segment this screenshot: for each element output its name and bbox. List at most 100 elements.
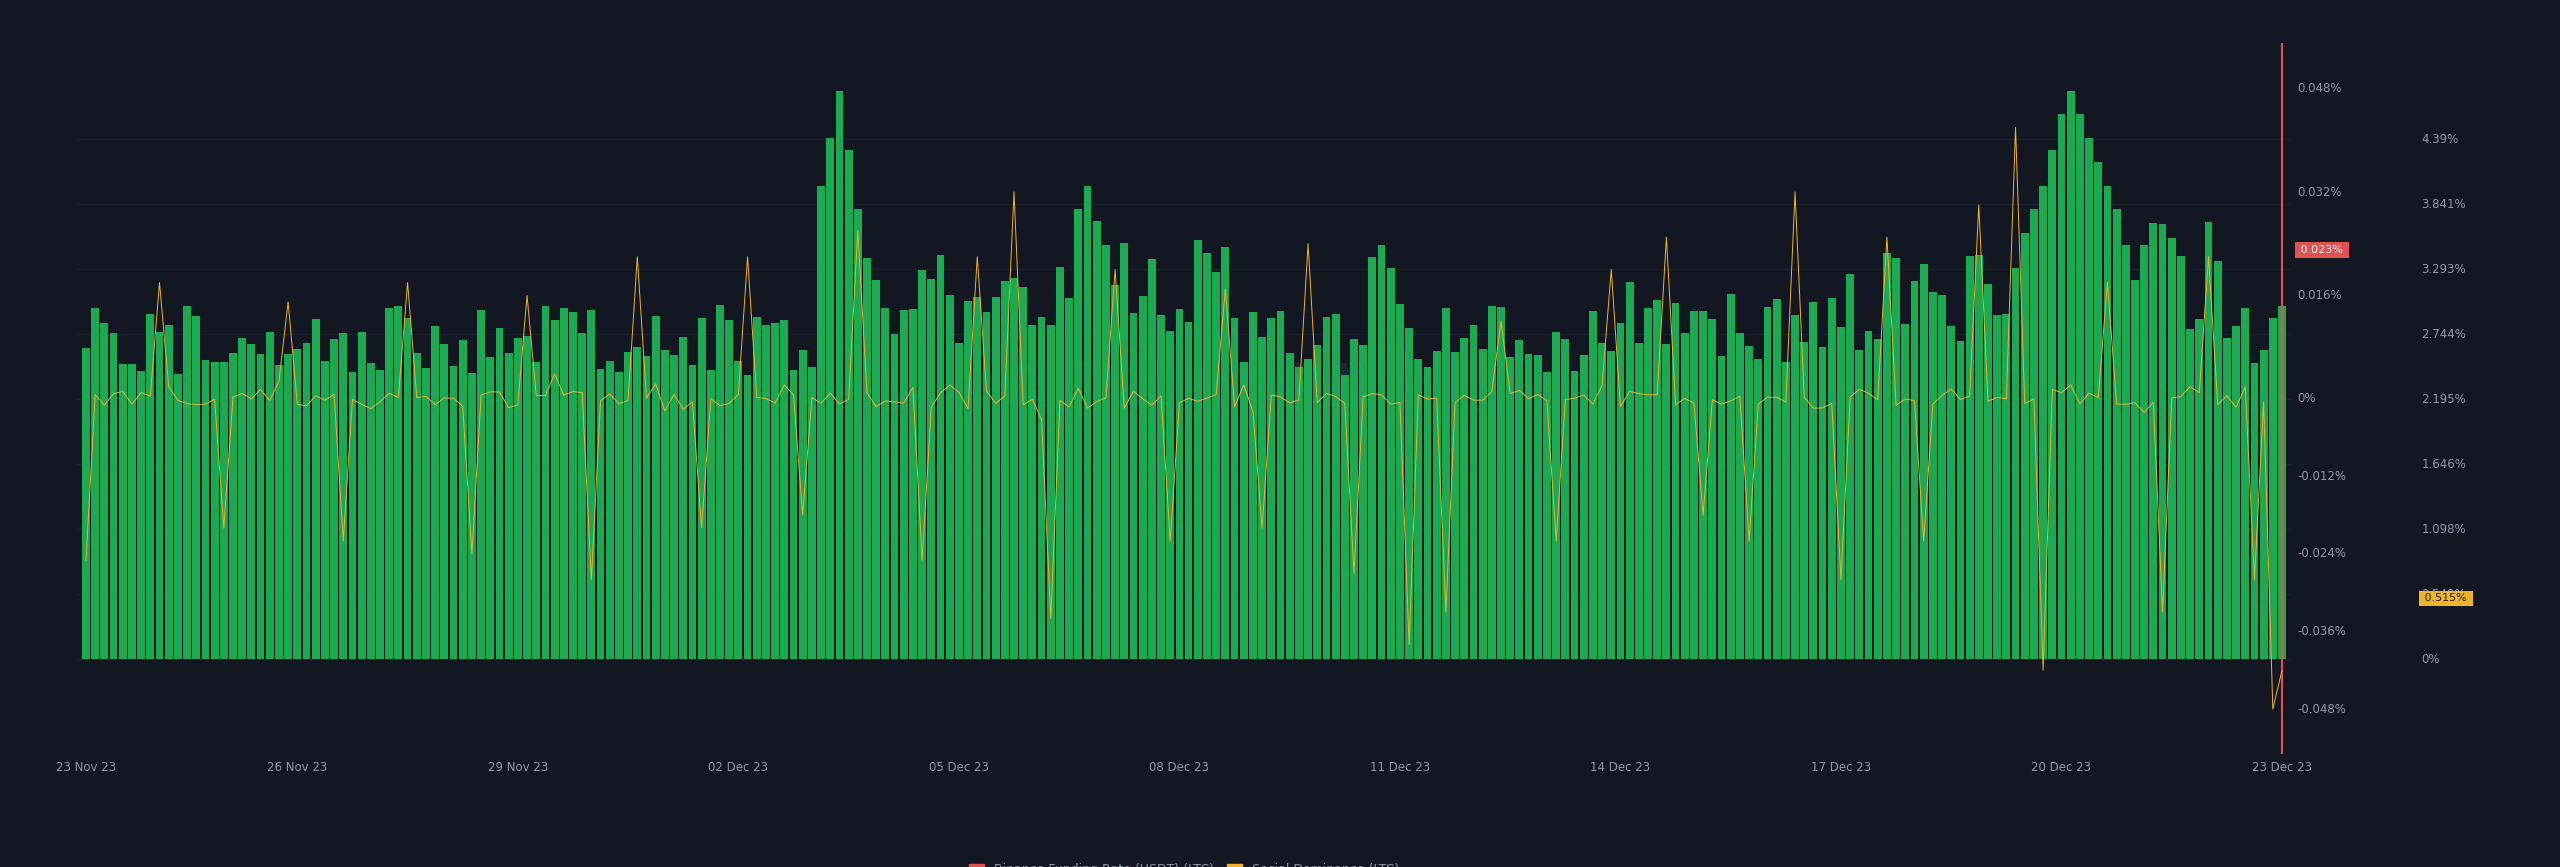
Bar: [1892, 257, 1900, 660]
Bar: [1388, 269, 1395, 660]
Bar: [835, 91, 842, 660]
Text: Santiment: Santiment: [950, 346, 1418, 424]
Text: 2.744%: 2.744%: [2422, 328, 2465, 341]
Bar: [1700, 310, 1708, 660]
Bar: [1772, 299, 1782, 660]
Bar: [1277, 311, 1285, 660]
Bar: [753, 317, 760, 660]
Bar: [1838, 327, 1846, 660]
Bar: [873, 281, 881, 660]
Bar: [497, 328, 504, 660]
Bar: [671, 355, 678, 660]
Bar: [1459, 338, 1467, 660]
Bar: [100, 323, 108, 660]
Bar: [1441, 308, 1449, 660]
Bar: [855, 209, 863, 660]
Bar: [192, 316, 200, 660]
Bar: [358, 332, 366, 660]
Bar: [274, 365, 282, 660]
Bar: [164, 325, 172, 660]
Bar: [625, 352, 632, 660]
Bar: [781, 320, 788, 660]
Bar: [1910, 281, 1917, 660]
Bar: [881, 308, 888, 660]
Bar: [256, 355, 264, 660]
Text: 0.023%: 0.023%: [2296, 245, 2348, 255]
Bar: [394, 306, 402, 660]
Bar: [1093, 221, 1101, 660]
Text: -0.024%: -0.024%: [2296, 547, 2348, 560]
Bar: [2094, 162, 2102, 660]
Bar: [1221, 246, 1229, 660]
Bar: [1341, 375, 1349, 660]
Bar: [1654, 300, 1661, 660]
Bar: [1864, 331, 1871, 660]
Bar: [1544, 373, 1551, 660]
Bar: [522, 336, 530, 660]
Bar: [1029, 325, 1037, 660]
Bar: [1359, 345, 1367, 660]
Bar: [2186, 329, 2194, 660]
Bar: [1331, 314, 1339, 660]
Text: 0.016%: 0.016%: [2296, 289, 2342, 302]
Legend: Binance Funding Rate (USDT) (LTC), Social Dominance (LTC): Binance Funding Rate (USDT) (LTC), Socia…: [970, 863, 1398, 867]
Bar: [561, 309, 568, 660]
Bar: [771, 323, 778, 660]
Bar: [1956, 342, 1964, 660]
Bar: [1572, 371, 1580, 660]
Bar: [1526, 354, 1533, 660]
Bar: [2232, 326, 2240, 660]
Bar: [1487, 306, 1495, 660]
Bar: [1001, 281, 1009, 660]
Bar: [863, 257, 870, 660]
Bar: [238, 338, 246, 660]
Bar: [1019, 287, 1027, 660]
Bar: [901, 310, 909, 660]
Bar: [2030, 209, 2038, 660]
Bar: [1938, 295, 1946, 660]
Bar: [1285, 353, 1293, 660]
Bar: [1377, 244, 1385, 660]
Bar: [1370, 257, 1377, 660]
Bar: [1884, 253, 1892, 660]
Bar: [1828, 297, 1836, 660]
Bar: [312, 319, 320, 660]
Bar: [1661, 343, 1669, 660]
Bar: [827, 138, 835, 660]
Bar: [2168, 238, 2176, 660]
Bar: [2222, 338, 2230, 660]
Bar: [1615, 323, 1626, 660]
Bar: [2130, 280, 2140, 660]
Bar: [1395, 304, 1403, 660]
Bar: [1313, 345, 1321, 660]
Bar: [1167, 331, 1175, 660]
Bar: [919, 271, 927, 660]
Text: 1.646%: 1.646%: [2422, 458, 2465, 471]
Bar: [387, 308, 394, 660]
Bar: [430, 327, 440, 660]
Bar: [1469, 325, 1477, 660]
Text: -0.048%: -0.048%: [2296, 702, 2345, 715]
Bar: [1111, 285, 1119, 660]
Bar: [607, 362, 614, 660]
Bar: [118, 364, 125, 660]
Bar: [1516, 340, 1523, 660]
Bar: [1213, 272, 1221, 660]
Bar: [422, 368, 430, 660]
Bar: [1597, 343, 1605, 660]
Bar: [440, 344, 448, 660]
Bar: [1065, 298, 1073, 660]
Text: 0%: 0%: [2422, 653, 2440, 666]
Bar: [1874, 339, 1882, 660]
Bar: [2104, 186, 2112, 660]
Bar: [1974, 256, 1981, 660]
Bar: [653, 316, 660, 660]
Bar: [699, 318, 707, 660]
Bar: [2250, 363, 2258, 660]
Bar: [909, 309, 916, 660]
Bar: [568, 311, 576, 660]
Bar: [348, 372, 356, 660]
Bar: [2002, 314, 2010, 660]
Bar: [302, 342, 310, 660]
Bar: [1846, 275, 1853, 660]
